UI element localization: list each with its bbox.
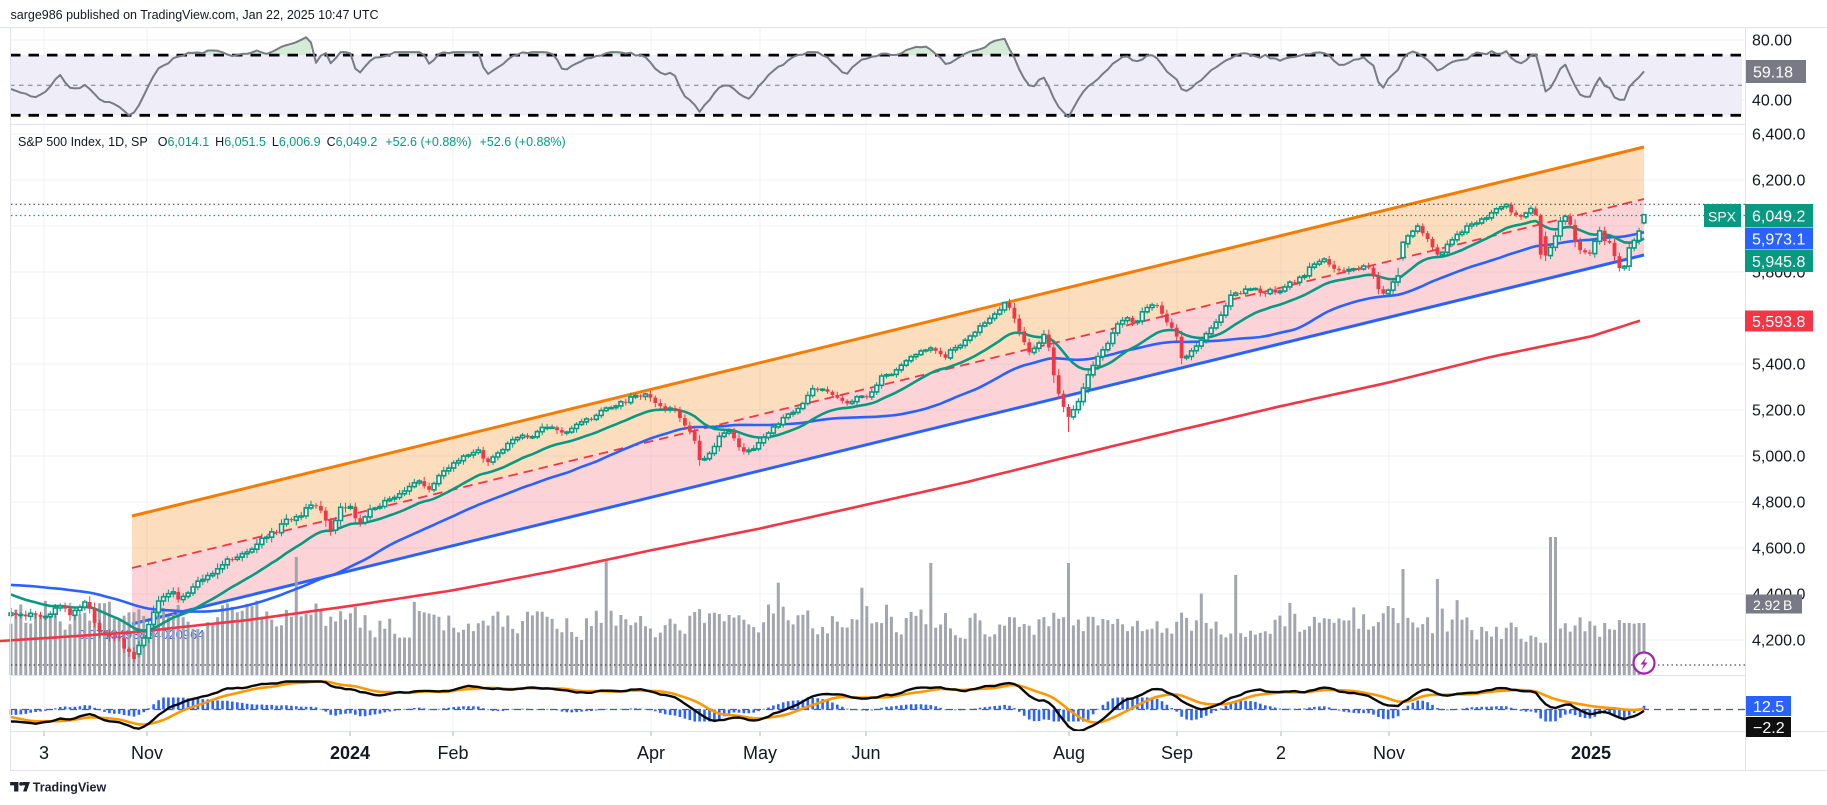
svg-text:4,200.0: 4,200.0 [1752, 633, 1805, 650]
svg-text:5,593.8: 5,593.8 [1752, 314, 1805, 331]
svg-text:sarge986 published on TradingV: sarge986 published on TradingView.com, J… [11, 8, 379, 22]
svg-text:6,400.0: 6,400.0 [1752, 127, 1805, 144]
svg-text:5,000.0: 5,000.0 [1752, 449, 1805, 466]
svg-text:Feb: Feb [437, 743, 468, 763]
svg-text:40.00: 40.00 [1752, 93, 1792, 110]
svg-text:May: May [743, 743, 777, 763]
svg-text:2.92 B: 2.92 B [1753, 597, 1792, 613]
svg-text:Sep: Sep [1161, 743, 1193, 763]
svg-text:2024: 2024 [330, 743, 370, 763]
svg-text:−2.2: −2.2 [1753, 720, 1785, 737]
svg-text:Apr: Apr [637, 743, 665, 763]
svg-text:Jun: Jun [851, 743, 880, 763]
svg-text:SPX: SPX [1708, 209, 1737, 225]
svg-text:Nov: Nov [1373, 743, 1405, 763]
svg-text:59.18: 59.18 [1753, 65, 1793, 82]
svg-text:2: 2 [1276, 743, 1286, 763]
svg-text:Aug: Aug [1053, 743, 1085, 763]
svg-text:5,200.0: 5,200.0 [1752, 403, 1805, 420]
svg-text:12.5: 12.5 [1753, 699, 1784, 716]
svg-text:TradingView: TradingView [33, 780, 107, 794]
svg-text:5,400.0: 5,400.0 [1752, 357, 1805, 374]
svg-text:4,800.0: 4,800.0 [1752, 495, 1805, 512]
svg-text:5,945.8: 5,945.8 [1752, 254, 1805, 271]
svg-text:2025: 2025 [1571, 743, 1611, 763]
svg-text:6,200.0: 6,200.0 [1752, 173, 1805, 190]
svg-text:80.00: 80.00 [1752, 33, 1792, 50]
svg-text:3: 3 [39, 743, 49, 763]
svg-text:6,049.2: 6,049.2 [1752, 209, 1805, 226]
svg-text:5,973.1: 5,973.1 [1752, 232, 1805, 249]
svg-text:Nov: Nov [131, 743, 163, 763]
svg-text:4,600.0: 4,600.0 [1752, 541, 1805, 558]
